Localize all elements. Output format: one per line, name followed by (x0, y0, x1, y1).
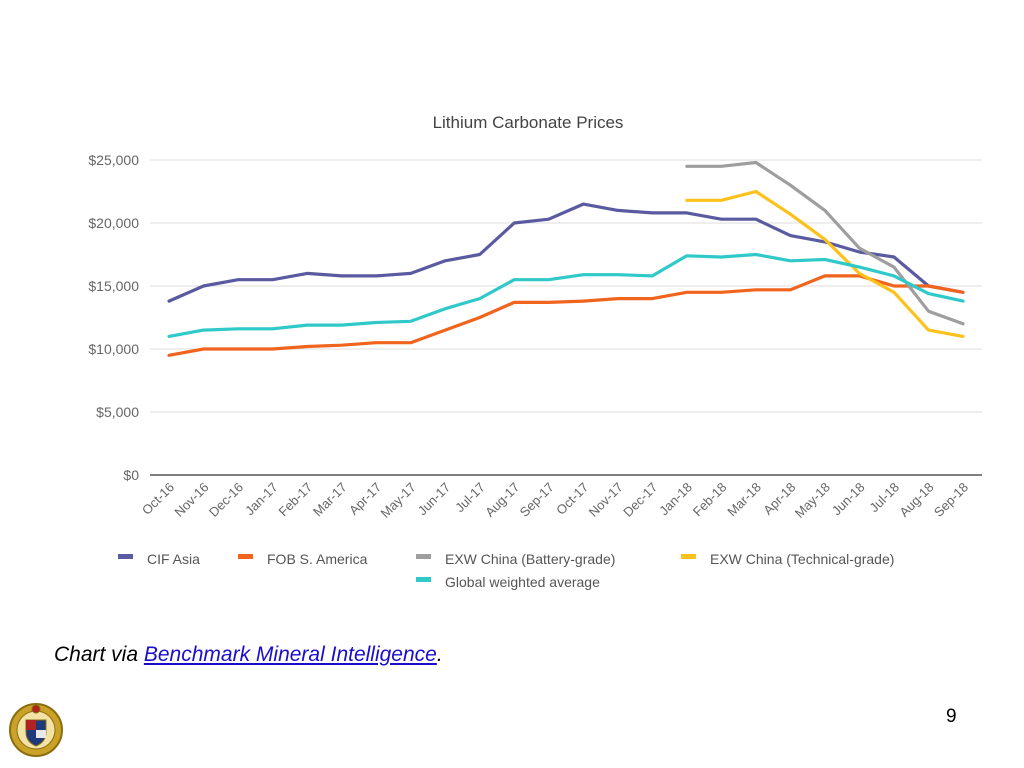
x-tick-label: Nov-16 (171, 480, 211, 520)
x-tick-label: Jun-17 (415, 480, 454, 519)
legend-label: CIF Asia (147, 551, 200, 567)
x-axis: Oct-16Nov-16Dec-16Jan-17Feb-17Mar-17Apr-… (139, 480, 971, 521)
x-tick-label: May-17 (378, 480, 419, 521)
legend-label: FOB S. America (267, 551, 368, 567)
y-axis: $0 $5,000 $10,000 $15,000 $20,000 $25,000 (88, 152, 139, 483)
series-line-global-weighted-average (167, 252, 965, 338)
x-tick-label: Dec-16 (206, 480, 246, 520)
x-tick-label: Oct-16 (139, 480, 177, 518)
caption: Chart via Benchmark Mineral Intelligence… (54, 643, 443, 667)
y-tick-label: $15,000 (88, 278, 139, 294)
legend-swatch (416, 554, 431, 559)
y-tick-label: $0 (123, 467, 139, 483)
series-line-fob-s-america (167, 274, 965, 357)
x-tick-label: Nov-17 (586, 480, 626, 520)
x-tick-label: Aug-17 (482, 480, 522, 520)
x-tick-label: May-18 (792, 480, 833, 521)
grid (150, 159, 982, 476)
x-tick-label: Oct-17 (553, 480, 591, 518)
chart: Lithium Carbonate Prices $0 $5,000 $10,000… (88, 113, 982, 590)
x-tick-label: Jun-18 (829, 480, 868, 519)
series-line-cif-asia (167, 202, 965, 303)
legend-swatch (416, 577, 431, 582)
x-tick-label: Mar-17 (310, 480, 350, 520)
y-tick-label: $25,000 (88, 152, 139, 168)
chart-title: Lithium Carbonate Prices (433, 113, 624, 132)
x-tick-label: Sep-17 (517, 480, 557, 520)
x-tick-label: Jan-18 (656, 480, 695, 519)
legend-swatch (118, 554, 133, 559)
page-number: 9 (946, 706, 957, 727)
series-line-exw-china-battery-grade (685, 160, 965, 326)
series-line-exw-china-technical-grade (685, 189, 965, 338)
source-link[interactable]: Benchmark Mineral Intelligence (143, 643, 437, 666)
legend-swatch (681, 554, 696, 559)
legend-swatch (238, 554, 253, 559)
x-tick-label: Jan-17 (242, 480, 281, 519)
x-tick-label: Sep-18 (931, 480, 971, 520)
caption-prefix: Chart via (54, 643, 144, 666)
y-tick-label: $20,000 (88, 215, 139, 231)
series-lines (167, 160, 965, 357)
legend: CIF Asia FOB S. America EXW China (Battery… (118, 551, 894, 590)
x-tick-label: Mar-18 (724, 480, 764, 520)
y-tick-label: $10,000 (88, 341, 139, 357)
legend-label: Global weighted average (445, 574, 600, 590)
seal-emblem-icon (9, 703, 63, 757)
x-tick-label: Aug-18 (896, 480, 936, 520)
legend-label: EXW China (Battery-grade) (445, 551, 615, 567)
legend-label: EXW China (Technical-grade) (710, 551, 894, 567)
x-tick-label: Dec-17 (620, 480, 660, 520)
x-tick-label: Feb-18 (690, 480, 730, 520)
y-tick-label: $5,000 (96, 404, 139, 420)
caption-suffix: . (436, 643, 443, 666)
x-tick-label: Feb-17 (275, 480, 315, 520)
